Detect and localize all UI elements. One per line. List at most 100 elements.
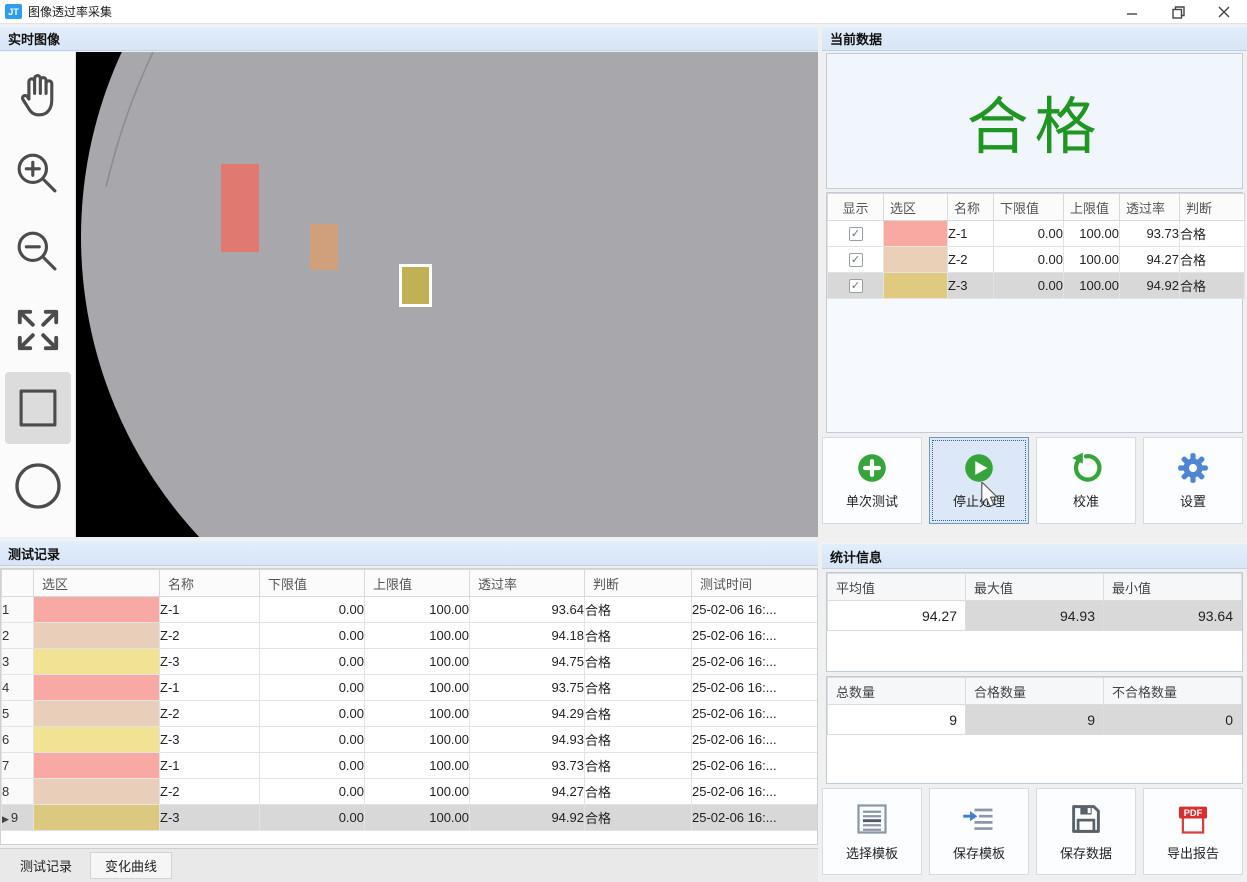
judgement: 合格: [584, 674, 692, 701]
records-table-body: 1 Z-1 0.00 100.00 93.64 合格 25-02-06 16:... 2 Z-2…: [1, 596, 817, 831]
upper-limit: 100.00: [364, 726, 470, 753]
row-number: 5: [1, 700, 34, 727]
result-box: 合格: [826, 53, 1243, 189]
live-image-panel-title: 实时图像: [0, 26, 818, 51]
records-table-row[interactable]: 7 Z-1 0.00 100.00 93.73 合格 25-02-06 16:...: [1, 752, 817, 779]
single-test-button[interactable]: 单次测试: [822, 437, 922, 524]
avg-header: 平均值: [827, 573, 966, 601]
region-name: Z-1: [159, 752, 260, 779]
region-name: Z-3: [159, 804, 260, 831]
close-button[interactable]: [1201, 0, 1247, 24]
close-icon: [1218, 6, 1230, 18]
rect-select-tool-button[interactable]: [4, 372, 71, 444]
stop-processing-label: 停止处理: [952, 494, 1005, 509]
circle-select-tool-button[interactable]: [5, 450, 71, 522]
export-report-button[interactable]: PDF 导出报告: [1143, 788, 1243, 875]
judgement: 合格: [584, 726, 692, 753]
judgement: 合格: [584, 804, 692, 831]
col-rownum: [1, 569, 34, 597]
records-table-row[interactable]: 6 Z-3 0.00 100.00 94.93 合格 25-02-06 16:...: [1, 726, 817, 753]
tab-test-records[interactable]: 测试记录: [20, 859, 73, 874]
region-name: Z-2: [947, 246, 994, 273]
records-table-row[interactable]: 3 Z-3 0.00 100.00 94.75 合格 25-02-06 16:...: [1, 648, 817, 675]
show-cell: ✓: [827, 220, 884, 247]
col-name: 名称: [159, 569, 260, 597]
region-name: Z-2: [159, 622, 260, 649]
current-table-container: 显示 选区 名称 下限值 上限值 透过率 判断 ✓ Z-1 0.00 100.00 93…: [826, 192, 1245, 433]
selection-region-Z-3[interactable]: [399, 264, 432, 307]
checkbox-checked-icon[interactable]: ✓: [848, 227, 863, 242]
lower-limit: 0.00: [259, 648, 365, 675]
records-table-container: 选区 名称 下限值 上限值 透过率 判断 测试时间 1 Z-1 0.00 100.00…: [0, 568, 818, 845]
fail-header: 不合格数量: [1103, 677, 1242, 705]
records-table: 选区 名称 下限值 上限值 透过率 判断 测试时间 1 Z-1 0.00 100.00…: [1, 569, 817, 831]
region-color-swatch: [33, 674, 160, 701]
row-number: 3: [1, 648, 34, 675]
zoom-in-tool-button[interactable]: [5, 138, 71, 210]
fit-view-tool-button[interactable]: [5, 294, 71, 366]
calibrate-label: 校准: [1072, 494, 1099, 509]
lens-field: [76, 52, 818, 537]
col-name: 名称: [947, 193, 994, 221]
records-header-row: 选区 名称 下限值 上限值 透过率 判断 测试时间: [1, 569, 817, 597]
test-time: 25-02-06 16:...: [691, 804, 817, 831]
stats-counts-box: 总数量 合格数量 不合格数量 9 9 0: [826, 676, 1243, 784]
selection-region-Z-1[interactable]: [221, 164, 259, 252]
pass-value: 9: [965, 704, 1104, 735]
tab-change-curve[interactable]: 变化曲线: [90, 852, 173, 879]
restore-button[interactable]: [1155, 0, 1201, 24]
export-report-label: 导出报告: [1166, 846, 1219, 861]
pan-tool-button[interactable]: [5, 60, 71, 132]
lower-limit: 0.00: [259, 622, 365, 649]
selection-region-Z-2[interactable]: [310, 224, 338, 270]
judgement: 合格: [1179, 220, 1245, 247]
minimize-button[interactable]: [1109, 0, 1155, 24]
records-table-row[interactable]: 2 Z-2 0.00 100.00 94.18 合格 25-02-06 16:...: [1, 622, 817, 649]
select-template-button[interactable]: 选择模板: [822, 788, 922, 875]
col-trans: 透过率: [1119, 193, 1180, 221]
checkbox-checked-icon[interactable]: ✓: [848, 253, 863, 268]
lower-limit: 0.00: [993, 246, 1064, 273]
current-row-marker-icon: ▶: [2, 814, 9, 824]
region-name: Z-1: [159, 596, 260, 623]
current-header-row: 显示 选区 名称 下限值 上限值 透过率 判断: [827, 193, 1245, 221]
expand-arrows-icon: [17, 309, 58, 351]
records-table-row[interactable]: ▶ 9 Z-3 0.00 100.00 94.92 合格 25-02-06 16:...: [1, 804, 817, 831]
current-table-row[interactable]: ✓ Z-3 0.00 100.00 94.92 合格: [827, 272, 1245, 299]
stats-summary-box: 平均值 最大值 最小值 94.27 94.93 93.64: [826, 572, 1243, 672]
col-time: 测试时间: [691, 569, 817, 597]
region-color-swatch: [883, 220, 948, 247]
window-title: 图像透过率采集: [28, 5, 113, 19]
current-table-row[interactable]: ✓ Z-2 0.00 100.00 94.27 合格: [827, 246, 1245, 273]
records-table-row[interactable]: 5 Z-2 0.00 100.00 94.29 合格 25-02-06 16:...: [1, 700, 817, 727]
test-time: 25-02-06 16:...: [691, 648, 817, 675]
test-time: 25-02-06 16:...: [691, 674, 817, 701]
settings-button[interactable]: 设置: [1143, 437, 1243, 524]
upper-limit: 100.00: [364, 778, 470, 805]
col-trans: 透过率: [469, 569, 585, 597]
lower-limit: 0.00: [259, 596, 365, 623]
region-color-swatch: [33, 726, 160, 753]
current-table-row[interactable]: ✓ Z-1 0.00 100.00 93.73 合格: [827, 220, 1245, 247]
zoom-out-tool-button[interactable]: [5, 216, 71, 288]
test-time: 25-02-06 16:...: [691, 778, 817, 805]
zoom-in-icon: [17, 153, 56, 193]
region-name: Z-2: [159, 778, 260, 805]
records-table-row[interactable]: 8 Z-2 0.00 100.00 94.27 合格 25-02-06 16:...: [1, 778, 817, 805]
upper-limit: 100.00: [364, 674, 470, 701]
transmittance: 94.27: [1119, 246, 1180, 273]
judgement: 合格: [1179, 246, 1245, 273]
region-name: Z-3: [159, 726, 260, 753]
stats-panel-title: 统计信息: [822, 543, 1247, 569]
checkbox-checked-icon[interactable]: ✓: [848, 279, 863, 294]
region-color-swatch: [33, 804, 160, 831]
records-table-row[interactable]: 1 Z-1 0.00 100.00 93.64 合格 25-02-06 16:...: [1, 596, 817, 623]
stop-processing-button[interactable]: 停止处理: [929, 437, 1029, 524]
save-template-button[interactable]: 保存模板: [929, 788, 1029, 875]
transmittance: 93.73: [1119, 220, 1180, 247]
records-table-row[interactable]: 4 Z-1 0.00 100.00 93.75 合格 25-02-06 16:...: [1, 674, 817, 701]
calibrate-button[interactable]: 校准: [1036, 437, 1136, 524]
transmittance: 94.29: [469, 700, 585, 727]
save-data-button[interactable]: 保存数据: [1036, 788, 1136, 875]
camera-live-view[interactable]: [76, 52, 818, 537]
